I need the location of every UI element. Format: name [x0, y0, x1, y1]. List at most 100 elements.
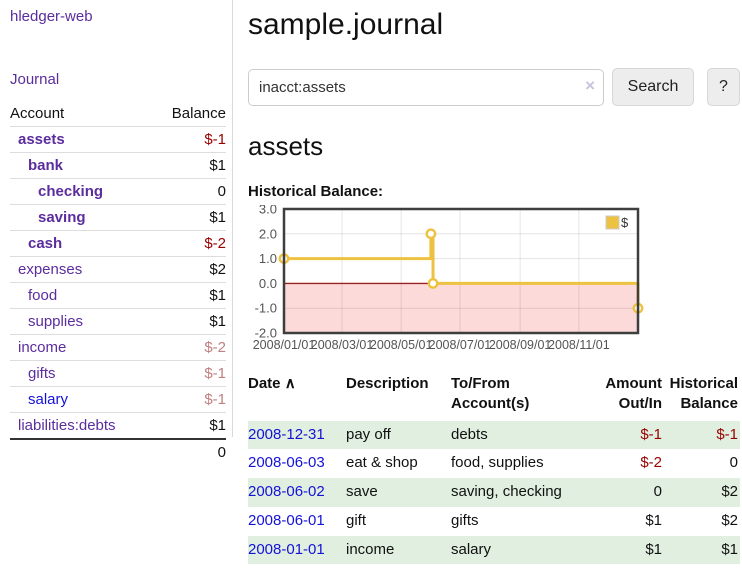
sidebar-account-balance: $-2	[153, 231, 226, 257]
sidebar-account-link[interactable]: checking	[38, 183, 103, 200]
sidebar-account-balance: $-1	[153, 387, 226, 413]
sidebar-account-row: cash $-2	[10, 231, 226, 257]
transaction-date-link[interactable]: 2008-01-01	[248, 541, 325, 558]
sidebar-item-journal[interactable]: Journal	[10, 71, 226, 88]
sidebar-account-link[interactable]: salary	[28, 391, 68, 408]
sidebar-account-balance: $1	[153, 205, 226, 231]
sidebar-account-link[interactable]: supplies	[28, 313, 83, 330]
accounts-table-body: assets$-1bank$1checking0saving$1cash$-2e…	[10, 127, 226, 440]
search-form: × Search ?	[248, 68, 740, 106]
sidebar-account-link[interactable]: expenses	[18, 261, 82, 278]
svg-text:1.0: 1.0	[259, 251, 277, 266]
transaction-date-link[interactable]: 2008-06-01	[248, 512, 325, 529]
transaction-amount: $-1	[584, 421, 664, 450]
accounts-balance-table: Account Balance assets $-1 bank $1 checking 0…	[10, 101, 226, 465]
register-row: 2008-06-02 savesaving, checking0$2	[248, 478, 740, 507]
transaction-balance: 0	[664, 449, 740, 478]
search-input[interactable]	[248, 69, 604, 106]
sidebar-account-balance: $1	[153, 283, 226, 309]
sidebar-account-row: liabilities:debts $1	[10, 413, 226, 440]
search-button[interactable]: Search	[612, 68, 694, 106]
sidebar-account-link[interactable]: cash	[28, 235, 62, 252]
sidebar-account-row: income $-2	[10, 335, 226, 361]
sidebar-account-row: checking 0	[10, 179, 226, 205]
accounts-total-row: 0	[10, 439, 226, 465]
sidebar-account-balance: $-1	[153, 127, 226, 153]
svg-text:2008/09/01: 2008/09/01	[489, 338, 552, 352]
accounts-total-balance: 0	[153, 439, 226, 465]
search-box: ×	[248, 69, 604, 106]
transaction-accounts: food, supplies	[451, 449, 584, 478]
account-heading: assets	[248, 131, 740, 162]
sidebar-account-balance: $-1	[153, 361, 226, 387]
register-row: 2008-01-01incomesalary$1$1	[248, 536, 740, 565]
balance-column-header: Balance	[153, 101, 226, 127]
sidebar-account-link[interactable]: food	[28, 287, 57, 304]
transaction-balance: $-1	[664, 421, 740, 450]
transaction-description: income	[346, 536, 451, 565]
transaction-balance: $2	[664, 478, 740, 507]
clear-search-icon[interactable]: ×	[585, 76, 595, 96]
chart-section-label: Historical Balance:	[248, 183, 740, 200]
sidebar-account-balance: $1	[153, 413, 226, 440]
transaction-balance: $2	[664, 507, 740, 536]
transaction-accounts: debts	[451, 421, 584, 450]
historical-balance-column-header: Historical Balance	[664, 372, 740, 421]
sidebar-account-row: saving $1	[10, 205, 226, 231]
transaction-amount: 0	[584, 478, 664, 507]
accounts-total-spacer	[10, 439, 153, 465]
transaction-description: pay off	[346, 421, 451, 450]
sidebar-divider	[232, 0, 233, 437]
sidebar-account-link[interactable]: gifts	[28, 365, 56, 382]
register-header-row: Date ∧ Description To/From Account(s) Am…	[248, 372, 740, 421]
amount-column-header: Amount Out/In	[584, 372, 664, 421]
sidebar-account-balance: $1	[153, 153, 226, 179]
sidebar-account-balance: $2	[153, 257, 226, 283]
svg-text:0.0: 0.0	[259, 276, 277, 291]
accounts-column-header: To/From Account(s)	[451, 372, 584, 421]
sidebar-account-balance: 0	[153, 179, 226, 205]
sidebar-account-link[interactable]: liabilities:debts	[18, 417, 116, 434]
transaction-balance: $1	[664, 536, 740, 565]
sort-ascending-icon: ∧	[285, 375, 296, 392]
transaction-accounts: gifts	[451, 507, 584, 536]
sidebar-account-balance: $1	[153, 309, 226, 335]
svg-text:-1.0: -1.0	[255, 301, 277, 316]
transaction-accounts: saving, checking	[451, 478, 584, 507]
sidebar-account-balance: $-2	[153, 335, 226, 361]
svg-text:$: $	[621, 215, 629, 230]
historical-balance-chart: $3.02.01.00.0-1.0-2.02008/01/012008/03/0…	[248, 205, 740, 360]
transaction-date-link[interactable]: 2008-06-03	[248, 454, 325, 471]
account-column-header: Account	[10, 101, 153, 127]
transaction-date-link[interactable]: 2008-12-31	[248, 426, 325, 443]
transaction-date-link[interactable]: 2008-06-02	[248, 483, 325, 500]
sidebar-account-row: supplies $1	[10, 309, 226, 335]
sidebar-account-row: food $1	[10, 283, 226, 309]
sidebar-account-link[interactable]: bank	[28, 157, 63, 174]
sidebar-account-row: gifts $-1	[10, 361, 226, 387]
svg-text:2.0: 2.0	[259, 226, 277, 241]
register-row: 2008-12-31pay offdebts$-1$-1	[248, 421, 740, 450]
sidebar-account-link[interactable]: assets	[18, 131, 65, 148]
description-column-header: Description	[346, 372, 451, 421]
svg-text:2008/03/01: 2008/03/01	[311, 338, 374, 352]
svg-text:2008/01/01: 2008/01/01	[253, 338, 316, 352]
register-table-body: 2008-12-31pay offdebts$-1$-12008-06-03ea…	[248, 421, 740, 565]
sidebar-account-row: expenses $2	[10, 257, 226, 283]
app-brand-link[interactable]: hledger-web	[10, 8, 226, 25]
date-column-header: Date ∧	[248, 372, 346, 421]
register-row: 2008-06-01giftgifts$1$2	[248, 507, 740, 536]
transaction-description: gift	[346, 507, 451, 536]
sidebar-account-link[interactable]: income	[18, 339, 66, 356]
sidebar-account-link[interactable]: saving	[38, 209, 86, 226]
sidebar-account-row: assets $-1	[10, 127, 226, 153]
chart-svg: $3.02.01.00.0-1.0-2.02008/01/012008/03/0…	[248, 205, 644, 355]
sidebar-account-row: salary $-1	[10, 387, 226, 413]
page-title: sample.journal	[248, 8, 740, 42]
transaction-description: save	[346, 478, 451, 507]
svg-text:2008/05/01: 2008/05/01	[370, 338, 433, 352]
hledger-web-page: hledger-web Journal Account Balance asse…	[0, 0, 742, 582]
sidebar-account-row: bank $1	[10, 153, 226, 179]
register-table: Date ∧ Description To/From Account(s) Am…	[248, 372, 740, 564]
help-button[interactable]: ?	[707, 68, 740, 106]
